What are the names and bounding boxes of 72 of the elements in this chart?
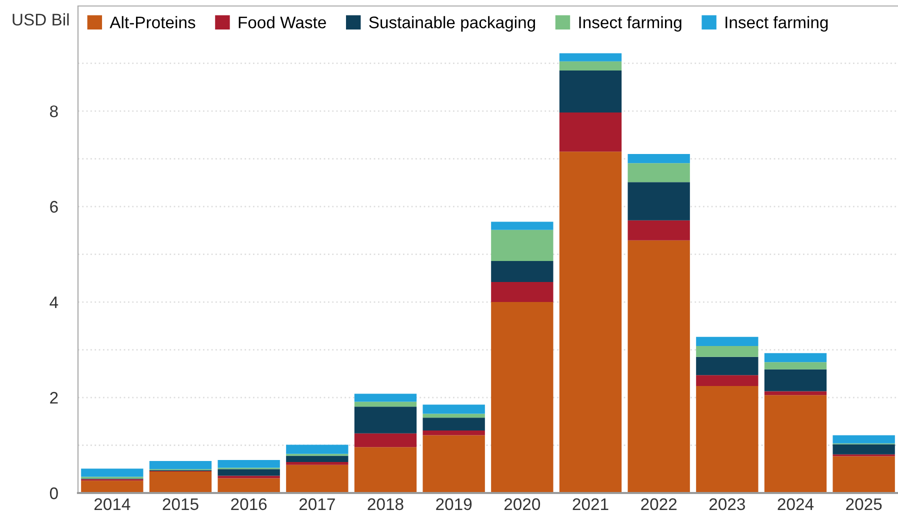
bar (354, 394, 417, 402)
bar (286, 456, 348, 462)
y-tick-label: 2 (50, 392, 58, 404)
bar (491, 260, 554, 282)
legend-label: Insect farming (726, 16, 828, 32)
bar (628, 163, 690, 182)
bar (696, 336, 758, 346)
bar (218, 469, 280, 476)
x-tick-label: 2014 (94, 498, 130, 510)
bar (491, 222, 554, 230)
bar (422, 414, 485, 418)
bar (149, 472, 212, 493)
bar (286, 444, 348, 454)
x-tick-label: 2018 (368, 498, 404, 510)
bar (764, 391, 827, 396)
bar (422, 404, 485, 414)
bar (628, 220, 690, 240)
bar (218, 460, 280, 468)
bar (559, 61, 622, 70)
x-tick-label: 2024 (778, 498, 814, 510)
bar (628, 240, 690, 493)
bar (422, 430, 485, 436)
bar (491, 302, 554, 493)
bar (832, 456, 895, 493)
bar (764, 369, 827, 392)
y-tick-label: 0 (50, 487, 58, 500)
x-tick-label: 2016 (231, 498, 267, 510)
x-tick-label: 2023 (709, 498, 745, 510)
bar (149, 461, 212, 470)
bar (559, 70, 622, 112)
bar (696, 386, 758, 493)
x-tick-label: 2022 (641, 498, 677, 510)
bar (422, 435, 485, 493)
legend-label: Insect farming (579, 16, 682, 32)
bar (628, 182, 690, 220)
x-tick-label: 2019 (436, 498, 472, 510)
bar (696, 346, 758, 357)
bar (559, 112, 622, 152)
bar (696, 375, 758, 386)
y-tick-label: 4 (50, 296, 58, 308)
legend-label: Alt-Proteins (110, 16, 196, 28)
bar (354, 402, 417, 407)
bar (764, 395, 827, 493)
bar (628, 154, 690, 164)
bar (286, 462, 348, 465)
bar (764, 362, 827, 370)
bar (81, 480, 144, 493)
x-tick-label: 2025 (846, 498, 882, 510)
bar (422, 418, 485, 430)
bar (559, 53, 622, 62)
y-tick-label: 6 (50, 200, 58, 213)
bar (354, 447, 417, 493)
bar (354, 406, 417, 434)
bar (559, 152, 622, 493)
bar (286, 464, 348, 493)
legend-label: Food Waste (238, 16, 326, 28)
y-tick-label: 8 (50, 105, 58, 118)
bar (832, 444, 895, 454)
bar (832, 435, 895, 444)
y-axis-title: USD Bil (12, 13, 69, 26)
bar (764, 353, 827, 362)
x-tick-label: 2017 (299, 498, 335, 510)
bar (81, 468, 144, 477)
bar (696, 356, 758, 376)
bar (491, 230, 554, 261)
bar (218, 478, 280, 493)
x-tick-label: 2020 (504, 498, 540, 510)
legend-label: Sustainable packaging (369, 16, 535, 32)
x-tick-label: 2015 (162, 498, 198, 510)
x-tick-label: 2021 (572, 498, 608, 510)
bar (354, 433, 417, 448)
bar (491, 282, 554, 302)
